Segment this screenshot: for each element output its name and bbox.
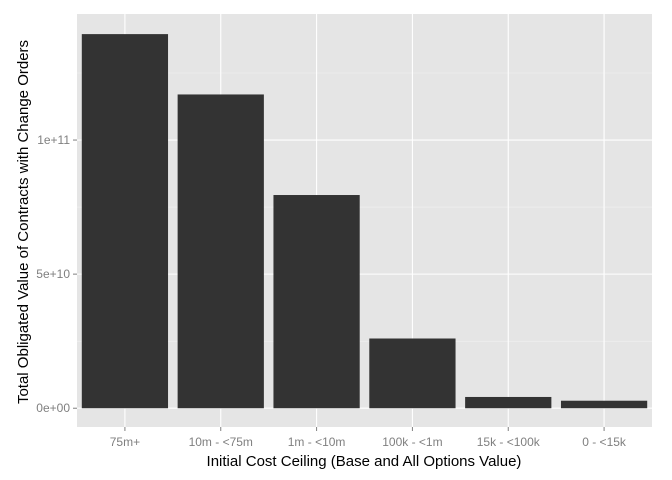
x-axis-tick-labels: 75m+ 10m - <75m 1m - <10m 100k - <1m 15k - <… xyxy=(110,435,627,449)
bar xyxy=(465,396,552,409)
plot-panel xyxy=(77,14,652,427)
x-tick-label: 0 - <15k xyxy=(582,435,627,449)
bar xyxy=(81,34,169,409)
y-axis-ticks xyxy=(73,139,77,409)
bar xyxy=(273,195,360,409)
x-axis-title: Initial Cost Ceiling (Base and All Optio… xyxy=(207,453,522,470)
bar xyxy=(560,400,648,409)
x-tick-label: 15k - <100k xyxy=(477,435,541,449)
y-tick-label: 5e+10 xyxy=(36,267,70,281)
x-axis-ticks xyxy=(124,427,605,431)
x-tick-label: 100k - <1m xyxy=(382,435,442,449)
major-gridlines-y xyxy=(77,139,652,409)
x-tick-label: 10m - <75m xyxy=(189,435,253,449)
bars-group xyxy=(81,34,648,409)
x-tick-label: 75m+ xyxy=(110,435,140,449)
y-tick-label: 1e+11 xyxy=(37,133,70,147)
minor-gridlines-y xyxy=(77,72,652,342)
bar xyxy=(177,94,264,409)
x-tick-label: 1m - <10m xyxy=(288,435,346,449)
bar xyxy=(369,338,456,409)
y-axis-title: Total Obligated Value of Contracts with … xyxy=(15,40,32,404)
y-axis-tick-labels: 0e+00 5e+10 1e+11 xyxy=(36,133,70,415)
y-tick-label: 0e+00 xyxy=(36,401,70,415)
